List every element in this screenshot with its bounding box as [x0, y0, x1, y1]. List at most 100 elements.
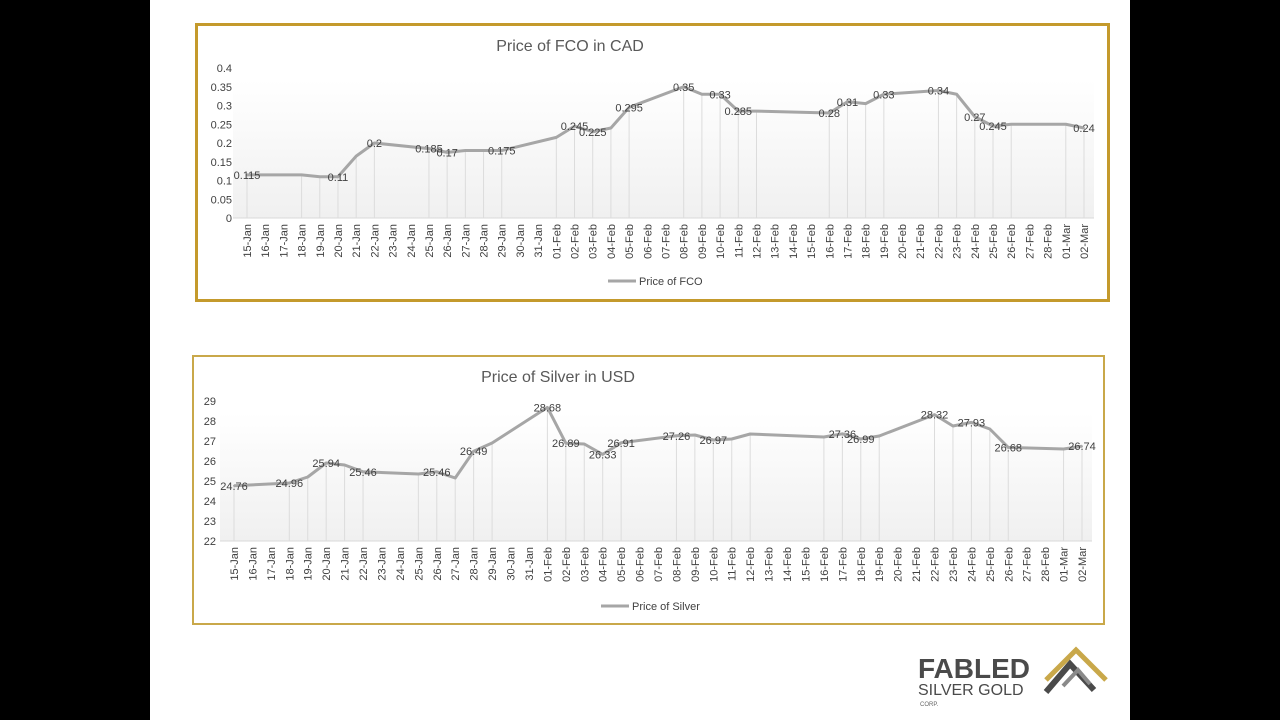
- x-tick-label: 15-Jan: [229, 547, 241, 581]
- data-point: [373, 142, 376, 144]
- x-tick-label: 21-Feb: [915, 224, 927, 259]
- x-tick-label: 10-Feb: [715, 224, 727, 259]
- x-tick-label: 06-Feb: [635, 547, 647, 582]
- x-tick-label: 02-Feb: [570, 224, 582, 259]
- x-tick-label: 13-Feb: [764, 547, 776, 582]
- data-point: [933, 413, 936, 416]
- data-label: 0.17: [436, 147, 457, 159]
- data-label: 26.33: [589, 449, 617, 461]
- x-tick-label: 29-Jan: [497, 224, 509, 258]
- data-label: 0.24: [1073, 123, 1094, 135]
- data-point: [737, 110, 740, 113]
- data-label: 0.285: [725, 106, 753, 118]
- data-label: 27.93: [958, 417, 986, 429]
- x-tick-label: 05-Feb: [616, 547, 628, 582]
- x-tick-label: 24-Feb: [970, 224, 982, 259]
- silver-chart-svg: Price of Silver in USD 22 23 24 25 26 27 28 29 2…: [204, 369, 1096, 613]
- x-tick-label: 30-Jan: [506, 547, 518, 581]
- x-tick-label: 01-Mar: [1061, 224, 1073, 259]
- data-label: 27.36: [829, 429, 857, 441]
- data-point: [675, 434, 678, 437]
- y-tick-label: 23: [204, 516, 216, 528]
- y-tick-label: 0.2: [217, 138, 232, 150]
- y-tick-label: 0.4: [217, 63, 232, 75]
- data-label: 26.99: [847, 434, 875, 446]
- x-tick-label: 26-Feb: [1003, 547, 1015, 582]
- data-label: 0.27: [964, 112, 985, 124]
- x-tick-label: 25-Feb: [988, 224, 1000, 259]
- x-tick-label: 09-Feb: [697, 224, 709, 259]
- data-point: [355, 155, 358, 158]
- data-label: 0.11: [328, 172, 349, 184]
- data-point: [318, 175, 321, 178]
- data-label: 24.76: [220, 481, 248, 493]
- data-label: 0.35: [673, 82, 694, 94]
- x-tick-label: 23-Feb: [948, 547, 960, 582]
- x-tick-label: 22-Jan: [369, 224, 381, 258]
- data-label: 0.33: [709, 89, 730, 101]
- x-tick-label: 22-Feb: [930, 547, 942, 582]
- data-point: [427, 147, 430, 150]
- data-label: 0.34: [928, 86, 949, 98]
- data-label: 24.96: [276, 478, 304, 490]
- data-point: [719, 93, 722, 96]
- x-tick-label: 22-Feb: [933, 224, 945, 259]
- data-point: [682, 85, 685, 88]
- x-tick-label: 05-Feb: [624, 224, 636, 259]
- x-tick-label: 23-Jan: [376, 547, 388, 581]
- y-tick-label: 25: [204, 476, 216, 488]
- logo-graphic: FABLED SILVER GOLD CORP.: [918, 646, 1108, 708]
- data-point: [828, 112, 831, 114]
- x-tick-label: 12-Feb: [751, 224, 763, 259]
- data-label: 26.49: [460, 446, 488, 458]
- x-tick-label: 28-Feb: [1043, 224, 1055, 259]
- x-tick-label: 17-Jan: [278, 224, 290, 258]
- x-tick-label: 17-Feb: [842, 224, 854, 259]
- silver-price-chart: Price of Silver in USD 22 23 24 25 26 27 28 29 2…: [192, 355, 1105, 625]
- x-tick-label: 04-Feb: [598, 547, 610, 582]
- data-point: [822, 436, 825, 438]
- data-label: 28.32: [921, 410, 949, 422]
- data-point: [1064, 123, 1067, 126]
- x-tick-label: 27-Feb: [1024, 224, 1036, 259]
- x-tick-label: 18-Jan: [284, 547, 296, 581]
- x-tick-label: 26-Jan: [432, 547, 444, 581]
- data-point: [417, 473, 420, 475]
- data-point: [491, 442, 494, 444]
- series-line: [247, 85, 1085, 179]
- data-point: [859, 438, 862, 440]
- x-tick-label: 02-Mar: [1079, 224, 1091, 259]
- data-label: 0.2: [367, 138, 382, 150]
- y-tick-label: 0.35: [211, 82, 232, 94]
- x-tick-label: 18-Feb: [861, 224, 873, 259]
- data-label: 25.94: [312, 458, 340, 470]
- data-point: [564, 442, 567, 445]
- x-tick-label: 01-Mar: [1059, 547, 1071, 582]
- x-tick-label: 12-Feb: [745, 547, 757, 582]
- x-tick-label: 23-Jan: [388, 224, 400, 258]
- data-label: 26.91: [607, 438, 635, 450]
- data-point: [233, 484, 235, 487]
- x-tick-label: 19-Feb: [874, 547, 886, 582]
- data-label: 26.74: [1068, 441, 1096, 453]
- x-tick-label: 10-Feb: [708, 547, 720, 582]
- logo-line2: SILVER GOLD: [918, 682, 1024, 699]
- x-tick-label: 15-Feb: [806, 224, 818, 259]
- y-tick-label: 0.25: [211, 119, 232, 131]
- data-point: [951, 425, 954, 427]
- x-tick-label: 17-Jan: [266, 547, 278, 581]
- x-tick-label: 31-Jan: [524, 547, 536, 581]
- data-point: [988, 428, 991, 430]
- y-tick-label: 0.15: [211, 157, 232, 169]
- x-tick-label: 14-Feb: [788, 224, 800, 259]
- data-label: 0.33: [873, 89, 894, 101]
- data-point: [864, 102, 867, 105]
- x-tick-label: 02-Feb: [561, 547, 573, 582]
- data-label: 26.97: [700, 435, 728, 447]
- x-tick-label: 25-Jan: [424, 224, 436, 258]
- data-point: [609, 127, 612, 129]
- data-point: [446, 151, 449, 154]
- x-tick-label: 14-Feb: [782, 547, 794, 582]
- fco-price-chart: Price of FCO in CAD 0 0.05 0.1 0.15 0.2 0.25 0…: [195, 23, 1110, 302]
- data-point: [500, 149, 503, 152]
